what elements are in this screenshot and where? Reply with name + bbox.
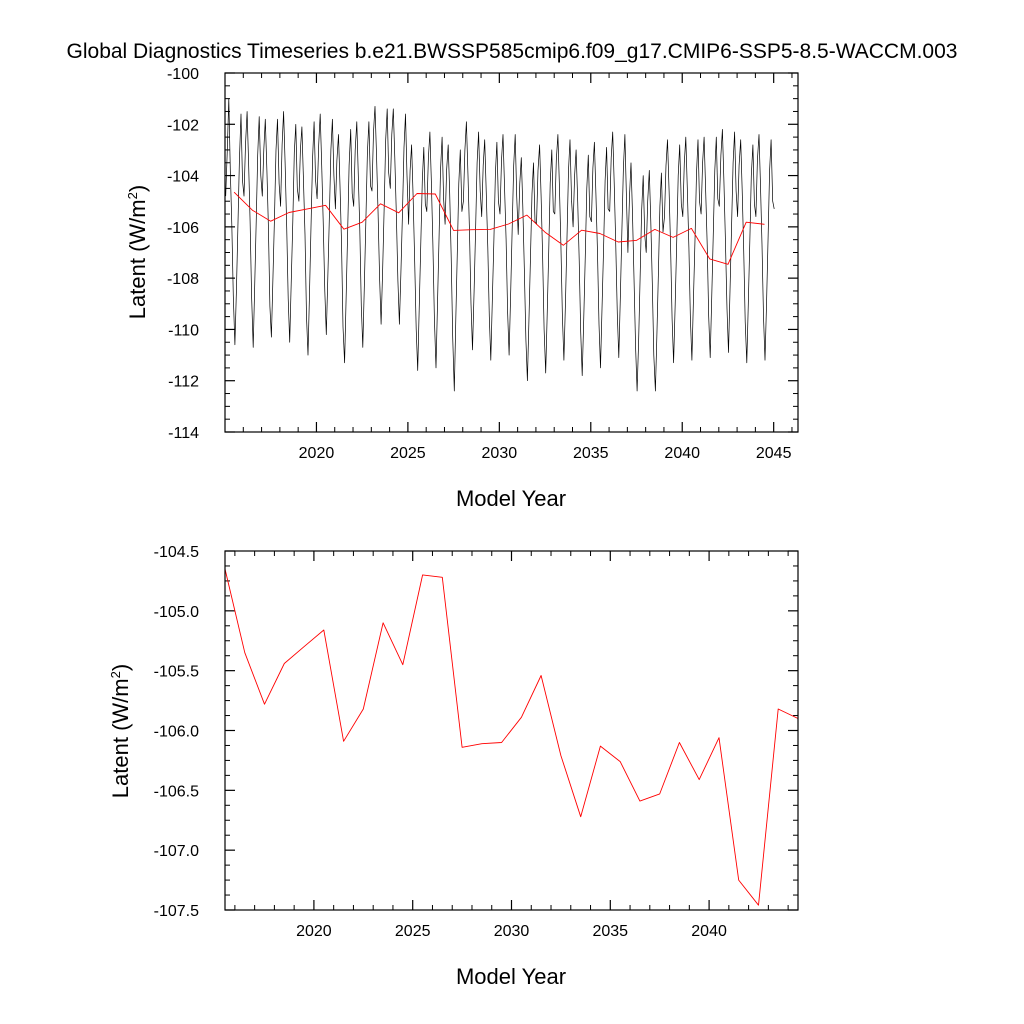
top-y-tick-label: -106 [167,220,199,237]
bottom-y-tick-label: -105.5 [154,664,199,681]
top-yaxis-label: Latent (W/m2) [125,185,150,319]
top-yaxis-label-main: Latent (W/m [125,199,150,319]
bottom-yaxis-label: Latent (W/m2) [108,664,133,798]
bottom-y-tick-label: -106.5 [154,783,199,800]
bottom-yaxis-label-tail: ) [108,664,133,671]
chart-title: Global Diagnostics Timeseries b.e21.BWSS… [67,40,958,63]
bottom-yaxis-label-main: Latent (W/m [108,678,133,798]
top-xaxis-label: Model Year [456,486,566,511]
top-x-tick-label: 2035 [573,445,609,462]
top-yaxis-label-sup: 2 [125,192,140,199]
top-y-tick-label: -102 [167,117,199,134]
top-y-tick-label: -100 [167,66,199,83]
top-y-tick-label: -104 [167,169,199,186]
top-series-monthly-line [225,98,775,392]
top-plot-marks: 2020 2025 2030 2035 2040 2045 -100 -102 -104 -106… [167,66,798,462]
bottom-x-tick-label: 2025 [395,923,431,940]
bottom-x-tick-label: 2020 [296,923,332,940]
top-panel: 2020 2025 2030 2035 2040 2045 -100 -102 -104 -106… [125,66,799,511]
bottom-plot-marks: 2020 2025 2030 2035 2040 -104.5 -105.0 -105.5 -1… [154,544,799,940]
top-x-tick-label: 2025 [390,445,426,462]
bottom-y-tick-label: -105.0 [154,604,199,621]
bottom-series-annual-line [224,568,799,906]
bottom-yaxis-label-sup: 2 [108,671,123,678]
bottom-panel: 2020 2025 2030 2035 2040 -104.5 -105.0 -105.5 -1… [108,544,799,989]
top-y-tick-label: -114 [168,425,199,442]
bottom-y-tick-label: -107.5 [154,903,199,920]
top-series-annual-line [233,191,765,265]
top-y-tick-label: -112 [168,374,199,391]
bottom-y-tick-label: -104.5 [154,544,199,561]
bottom-x-tick-label: 2040 [691,923,727,940]
top-x-tick-label: 2020 [299,445,335,462]
top-yaxis-label-tail: ) [125,185,150,192]
top-x-tick-label: 2030 [482,445,518,462]
bottom-xaxis-label: Model Year [456,964,566,989]
top-y-tick-label: -110 [168,322,199,339]
bottom-y-tick-label: -106.0 [154,724,199,741]
bottom-x-tick-label: 2030 [494,923,530,940]
top-x-tick-label: 2040 [664,445,700,462]
top-x-tick-label: 2045 [756,445,792,462]
bottom-y-tick-label: -107.0 [154,843,199,860]
top-plot-frame [224,72,799,433]
top-y-tick-label: -108 [167,271,199,288]
bottom-x-tick-label: 2035 [592,923,628,940]
bottom-plot-frame [224,550,799,911]
